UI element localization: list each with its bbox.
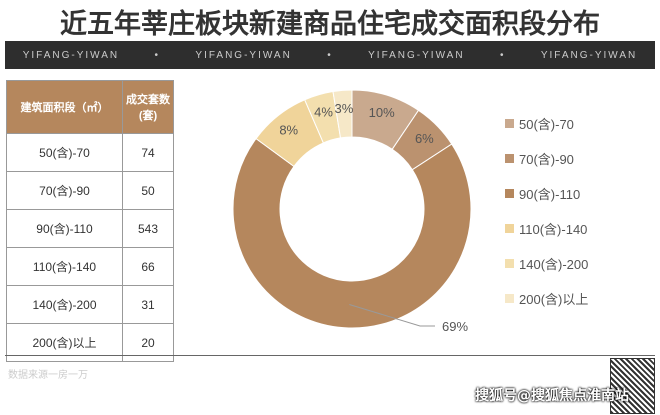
data-label: 8%	[279, 123, 298, 138]
range-cell: 70(含)-90	[6, 171, 123, 210]
range-cell: 140(含)-200	[6, 285, 123, 324]
legend-swatch	[505, 189, 514, 198]
source-note: 数据来源一房一万	[8, 370, 88, 381]
legend-swatch	[505, 259, 514, 268]
legend-label: 140(含)-200	[519, 257, 589, 272]
donut-slice	[232, 137, 472, 329]
divider	[5, 355, 655, 356]
data-label: 3%	[334, 101, 353, 116]
band-text: YIFANG-YIWAN	[195, 49, 292, 61]
table-row: 70(含)-90 50	[6, 171, 174, 210]
data-label: 4%	[314, 105, 333, 120]
data-label: 6%	[415, 131, 434, 146]
count-cell: 31	[122, 285, 174, 324]
data-label: 10%	[369, 105, 395, 120]
qr-code	[610, 358, 655, 414]
count-cell: 50	[122, 171, 174, 210]
legend-label: 50(含)-70	[519, 117, 574, 132]
table-row: 140(含)-200 31	[6, 285, 174, 324]
legend-item: 110(含)-140	[505, 211, 588, 246]
legend-item: 50(含)-70	[505, 106, 588, 141]
table-row: 110(含)-140 66	[6, 247, 174, 286]
table-row: 50(含)-70 74	[6, 133, 174, 172]
count-cell: 74	[122, 133, 174, 172]
count-cell: 543	[122, 209, 174, 248]
legend-swatch	[505, 294, 514, 303]
legend: 50(含)-70 70(含)-90 90(含)-110 110(含)-140 140(含…	[505, 106, 588, 316]
legend-item: 140(含)-200	[505, 246, 588, 281]
legend-swatch	[505, 224, 514, 233]
donut-chart: 10% 6% 69% 8% 4% 3%	[232, 89, 472, 334]
legend-label: 70(含)-90	[519, 152, 574, 167]
legend-item: 90(含)-110	[505, 176, 588, 211]
band-dot: •	[154, 49, 161, 61]
range-cell: 110(含)-140	[6, 247, 123, 286]
col-header: 成交套数(套)	[122, 80, 174, 134]
band-dot: •	[327, 49, 333, 61]
watermark: 搜狐号@搜狐焦点淮南站	[475, 388, 629, 404]
band-text: YIFANG-YIWAN	[368, 49, 465, 61]
legend-label: 110(含)-140	[519, 222, 588, 237]
legend-label: 90(含)-110	[519, 187, 581, 202]
legend-label: 200(含)以上	[519, 292, 589, 307]
range-cell: 90(含)-110	[6, 209, 123, 248]
legend-item: 70(含)-90	[505, 141, 588, 176]
data-table: 建筑面积段（㎡） 成交套数(套) 50(含)-70 74 70(含)-90 50 90(…	[6, 80, 174, 362]
band-text: YIFANG-YIWAN	[22, 49, 120, 61]
legend-swatch	[505, 154, 514, 163]
data-label: 69%	[442, 319, 468, 334]
band-dot: •	[499, 49, 506, 61]
table-row: 90(含)-110 543	[6, 209, 174, 248]
band-text: YIFANG-YIWAN	[540, 49, 638, 61]
leader-line	[349, 303, 435, 327]
count-cell: 66	[122, 247, 174, 286]
brand-band: YIFANG-YIWAN • YIFANG-YIWAN • YIFANG-YIW…	[5, 41, 655, 69]
legend-swatch	[505, 119, 514, 128]
range-cell: 50(含)-70	[6, 133, 123, 172]
col-header: 建筑面积段（㎡）	[6, 80, 123, 134]
donut-slice	[332, 89, 353, 139]
page-title: 近五年莘庄板块新建商品住宅成交面积段分布	[60, 9, 600, 40]
legend-item: 200(含)以上	[505, 281, 588, 316]
